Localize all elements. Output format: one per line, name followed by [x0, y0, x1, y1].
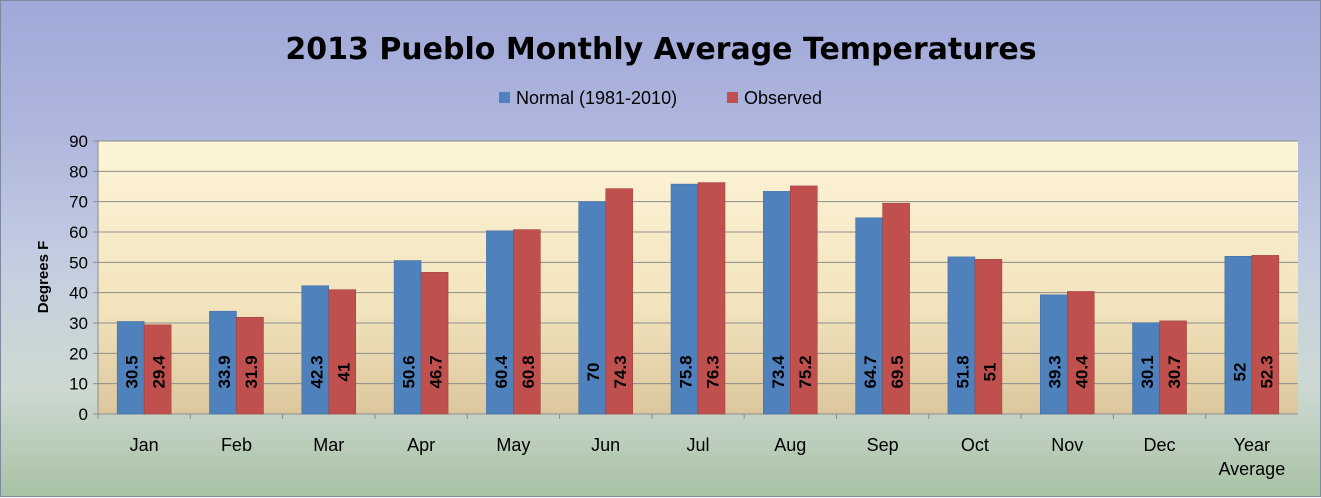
bar-observed-apr — [420, 272, 449, 415]
legend-label-normal: Normal (1981-2010) — [516, 88, 677, 108]
data-label: 69.5 — [888, 355, 907, 388]
bar-observed-dec — [1159, 320, 1187, 415]
bar-normal-oct — [947, 256, 976, 415]
bar-observed-mar — [328, 289, 357, 415]
y-tick-label: 20 — [69, 344, 88, 363]
data-label: 40.4 — [1073, 355, 1092, 389]
bar-normal-jan — [116, 321, 145, 415]
y-tick-label: 90 — [69, 132, 88, 151]
data-label: 33.9 — [215, 355, 234, 388]
data-label: 75.8 — [677, 355, 696, 388]
y-tick-label: 80 — [69, 162, 88, 181]
x-tick-label: Feb — [221, 435, 252, 455]
x-tick-label: Dec — [1144, 435, 1176, 455]
data-label: 41 — [334, 363, 353, 382]
x-tick-label-line: Average — [1218, 459, 1285, 479]
data-label: 74.3 — [611, 355, 630, 388]
x-tick-label: Oct — [961, 435, 989, 455]
bar-observed-nov — [1066, 291, 1095, 415]
bar-normal-year-average — [1224, 256, 1253, 415]
chart-legend: Normal (1981-2010) Observed — [499, 88, 822, 108]
bar-normal-may — [486, 230, 514, 415]
x-tick-label: Nov — [1051, 435, 1083, 455]
bar-observed-aug — [790, 185, 818, 415]
x-tick-label: Aug — [774, 435, 806, 455]
x-tick-label: Apr — [407, 435, 435, 455]
data-label: 60.4 — [492, 355, 511, 389]
data-label: 42.3 — [307, 355, 326, 388]
data-label: 64.7 — [861, 355, 880, 388]
y-axis-label: Degrees F — [35, 241, 52, 314]
bar-observed-jun — [605, 188, 633, 415]
bar-observed-oct — [974, 259, 1003, 415]
y-tick-label: 30 — [69, 314, 88, 333]
bar-observed-feb — [236, 316, 264, 415]
data-label: 76.3 — [704, 355, 723, 388]
data-label: 46.7 — [427, 355, 446, 388]
bar-normal-aug — [763, 191, 791, 415]
data-label: 30.7 — [1165, 355, 1184, 388]
data-label: 30.5 — [123, 355, 142, 388]
bar-observed-year-average — [1251, 255, 1280, 415]
y-tick-label: 70 — [69, 193, 88, 212]
plot-area: 0 10 20 30 40 50 60 70 80 90 30.5 29.4 Jan 33.9 31.9 Fe… — [69, 132, 1298, 479]
bar-normal-mar — [301, 285, 330, 415]
data-label: 29.4 — [150, 355, 169, 389]
legend-swatch-observed — [727, 92, 738, 103]
data-label: 52.3 — [1257, 355, 1276, 388]
x-tick-label: Jun — [591, 435, 620, 455]
bar-normal-jun — [578, 201, 606, 415]
y-tick-label: 0 — [79, 405, 88, 424]
x-tick-label: Jul — [686, 435, 709, 455]
legend-swatch-normal — [499, 92, 510, 103]
data-label: 73.4 — [769, 355, 788, 389]
x-tick-label: May — [496, 435, 530, 455]
data-label: 70 — [584, 363, 603, 382]
x-tick-label-line: Year — [1234, 435, 1270, 455]
bar-normal-nov — [1039, 294, 1068, 415]
legend-label-observed: Observed — [744, 88, 822, 108]
y-tick-label: 60 — [69, 223, 88, 242]
y-tick-label: 50 — [69, 253, 88, 272]
y-tick-label: 10 — [69, 375, 88, 394]
y-tick-label: 40 — [69, 284, 88, 303]
bar-observed-jul — [697, 182, 726, 415]
data-label: 50.6 — [400, 355, 419, 388]
bar-normal-apr — [393, 260, 422, 415]
data-label: 60.8 — [519, 355, 538, 388]
data-label: 52 — [1230, 363, 1249, 382]
x-tick-label: Mar — [313, 435, 344, 455]
data-label: 75.2 — [796, 355, 815, 388]
bar-observed-jan — [143, 324, 172, 415]
data-label: 39.3 — [1046, 355, 1065, 388]
x-tick-label: Sep — [867, 435, 899, 455]
data-label: 31.9 — [242, 355, 261, 388]
x-tick-label: Year Average — [1218, 435, 1285, 479]
x-tick-label: Jan — [130, 435, 159, 455]
bar-observed-may — [513, 229, 541, 415]
data-label: 51.8 — [953, 355, 972, 388]
bar-normal-sep — [855, 217, 883, 415]
data-label: 51 — [980, 363, 999, 382]
chart-title: 2013 Pueblo Monthly Average Temperatures — [285, 32, 1036, 67]
data-label: 30.1 — [1138, 355, 1157, 388]
bar-observed-sep — [882, 202, 910, 415]
bar-normal-dec — [1132, 322, 1160, 415]
bar-normal-feb — [209, 310, 237, 415]
